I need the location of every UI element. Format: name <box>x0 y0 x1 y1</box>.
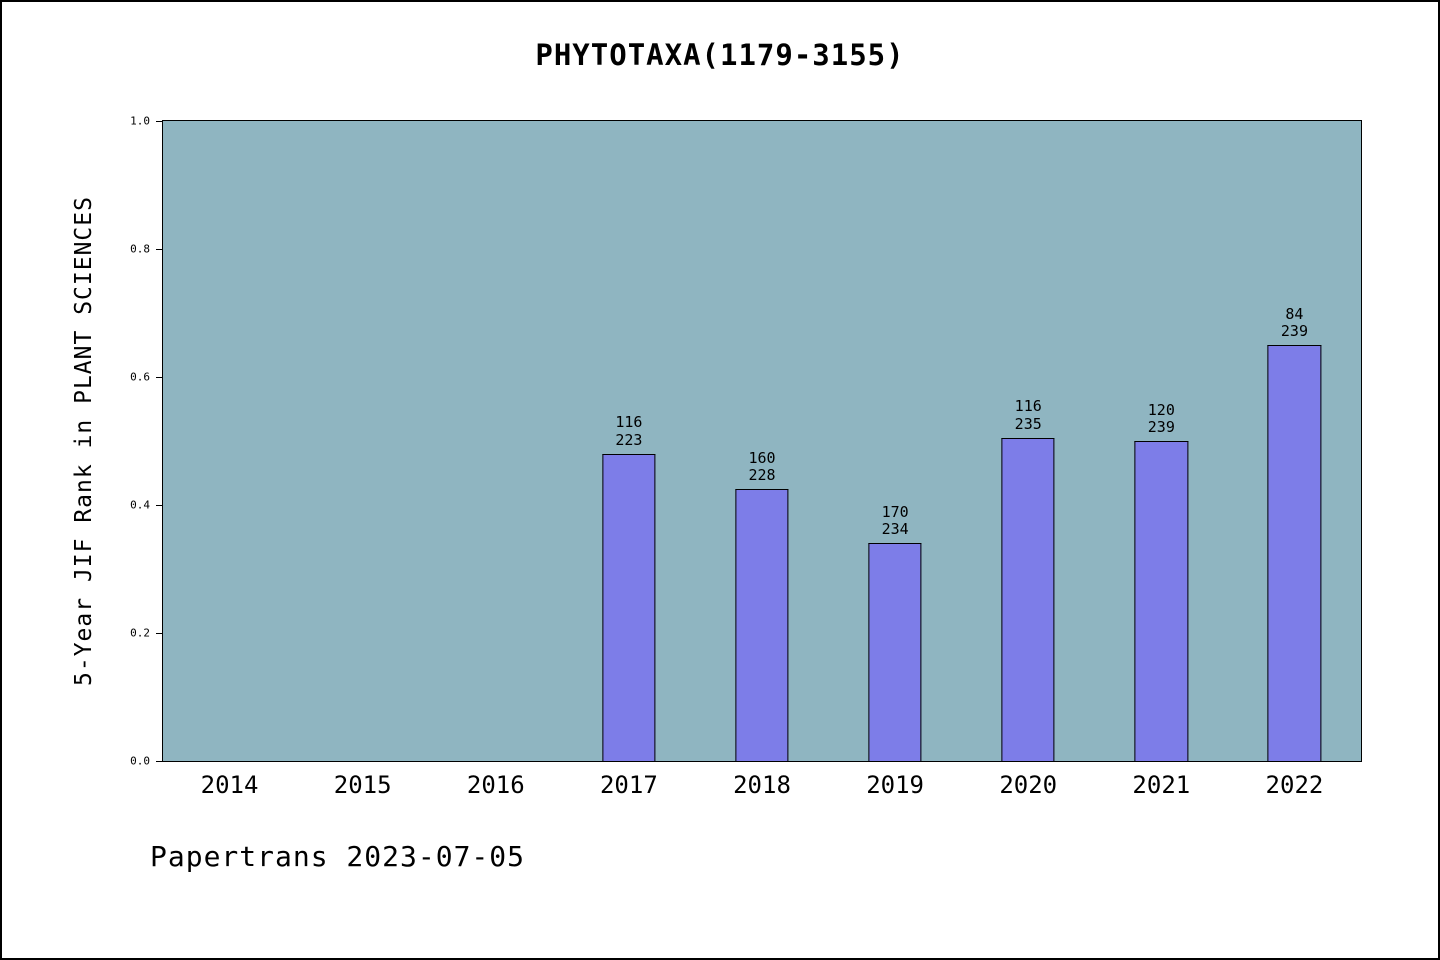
y-tick-label: 0.6 <box>130 370 150 384</box>
bar-value-label: 160 228 <box>748 448 776 484</box>
bar-value-label: 84 239 <box>1280 304 1308 340</box>
y-axis-tick <box>156 376 163 378</box>
y-axis-tick <box>156 120 163 122</box>
bar-2019 <box>868 543 922 761</box>
bar-value-label: 116 235 <box>1014 397 1042 433</box>
bar-value-label: 116 223 <box>615 413 643 449</box>
y-axis-tick <box>156 632 163 634</box>
plot-area: 0.0 0.2 0.4 0.6 0.8 1.0 2014 2015 2016 2017 116 22… <box>130 115 1362 799</box>
bar-2020 <box>1001 437 1055 761</box>
y-tick-label: 0.4 <box>130 498 150 512</box>
y-tick-label: 0.0 <box>130 754 150 768</box>
y-axis-label: 5-Year JIF Rank in PLANT SCIENCES <box>71 196 97 686</box>
chart-title: PHYTOTAXA(1179-3155) <box>535 38 905 72</box>
y-tick-label: 0.8 <box>130 242 150 256</box>
footer-watermark: Papertrans 2023-07-05 <box>150 840 526 873</box>
x-tick-label: 2021 <box>1132 771 1191 799</box>
x-tick-label: 2022 <box>1265 771 1324 799</box>
bar-2021 <box>1134 441 1188 761</box>
bar-2017 <box>602 453 656 761</box>
y-tick-label: 1.0 <box>130 114 150 128</box>
x-tick-label: 2015 <box>333 771 392 799</box>
y-tick-label: 0.2 <box>130 626 150 640</box>
bar-value-label: 120 239 <box>1147 400 1175 436</box>
x-tick-label: 2014 <box>200 771 259 799</box>
y-axis-tick <box>156 760 163 762</box>
y-axis-tick <box>156 504 163 506</box>
y-axis-tick <box>156 248 163 250</box>
bar-value-label: 170 234 <box>881 502 909 539</box>
x-tick-label: 2016 <box>466 771 525 799</box>
bar-2022 <box>1267 345 1322 761</box>
bar-2018 <box>735 489 789 761</box>
x-tick-label: 2017 <box>599 771 658 799</box>
x-tick-label: 2019 <box>866 771 925 799</box>
x-tick-label: 2018 <box>733 771 791 799</box>
x-tick-label: 2020 <box>999 771 1058 799</box>
